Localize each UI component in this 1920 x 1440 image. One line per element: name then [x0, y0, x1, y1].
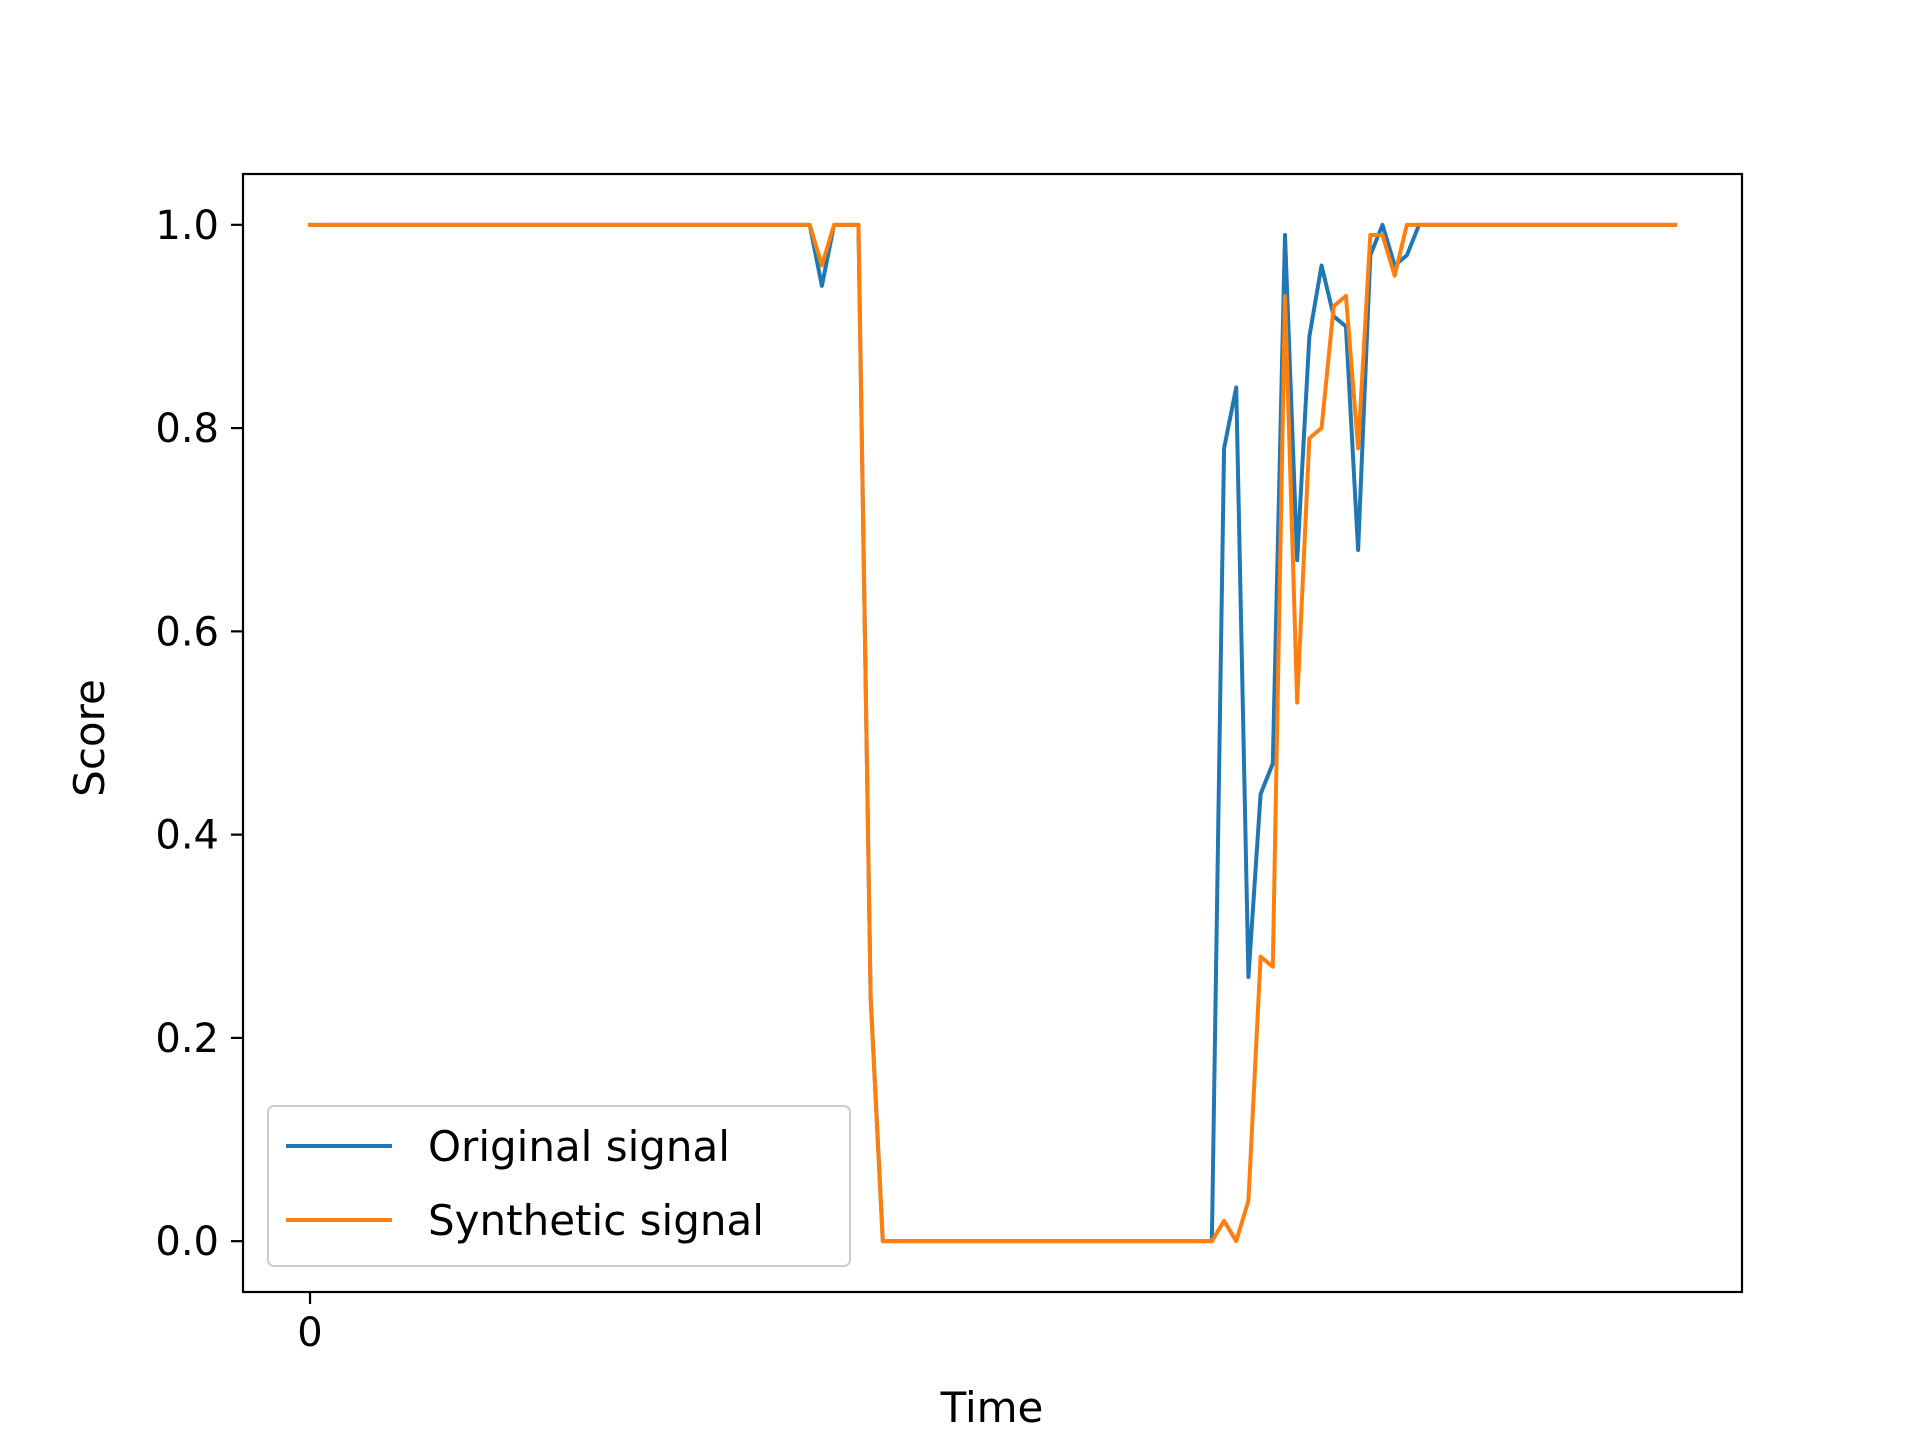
y-tick-label: 0.8 [155, 406, 219, 452]
plot-frame [241, 172, 1744, 1294]
y-tick-label: 0.4 [155, 813, 219, 859]
y-tick-label: 0.6 [155, 609, 219, 655]
y-tick-label: 0.0 [155, 1219, 219, 1265]
y-axis-title: Score [65, 679, 114, 797]
series-layer [308, 222, 1677, 1244]
legend-frame [267, 1105, 851, 1267]
y-tick-label: 1.0 [155, 203, 219, 249]
y-tick-label: 0.2 [155, 1016, 219, 1062]
legend-label-synthetic: Synthetic signal [428, 1196, 764, 1245]
series-line-synthetic [308, 222, 1677, 1244]
x-axis-title: Time [940, 1383, 1044, 1432]
legend-label-original: Original signal [428, 1122, 730, 1171]
x-tick-label: 0 [297, 1310, 322, 1356]
y-axis: 0.0 0.2 0.4 0.6 0.8 1.0 [155, 203, 243, 1265]
x-axis: 0 [297, 1292, 323, 1356]
legend: Original signal Synthetic signal [267, 1105, 851, 1267]
